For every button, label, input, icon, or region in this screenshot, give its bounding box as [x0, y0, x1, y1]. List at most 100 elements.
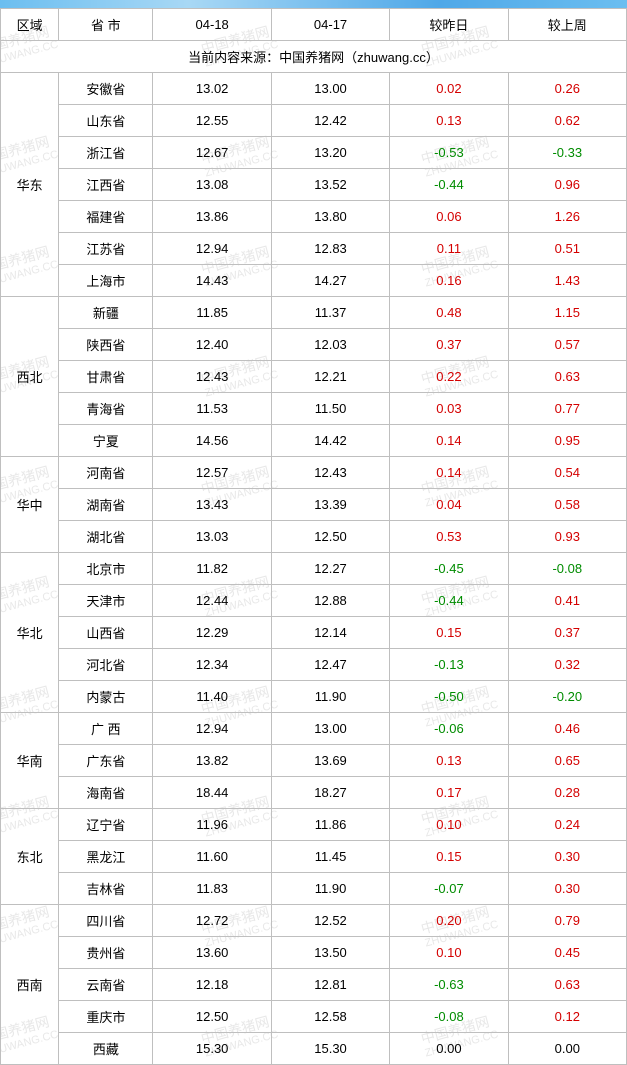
province-cell: 河北省 — [59, 649, 153, 681]
value-date2: 13.39 — [271, 489, 389, 521]
province-cell: 江苏省 — [59, 233, 153, 265]
delta-yesterday: 0.13 — [390, 105, 508, 137]
value-date1: 12.55 — [153, 105, 271, 137]
value-date2: 13.00 — [271, 713, 389, 745]
delta-yesterday: -0.08 — [390, 1001, 508, 1033]
value-date2: 11.90 — [271, 873, 389, 905]
delta-yesterday: -0.13 — [390, 649, 508, 681]
delta-lastweek: 0.62 — [508, 105, 626, 137]
province-cell: 广东省 — [59, 745, 153, 777]
province-cell: 云南省 — [59, 969, 153, 1001]
delta-yesterday: 0.16 — [390, 265, 508, 297]
region-cell: 华东 — [1, 73, 59, 297]
province-cell: 宁夏 — [59, 425, 153, 457]
value-date1: 12.57 — [153, 457, 271, 489]
value-date2: 13.50 — [271, 937, 389, 969]
value-date2: 12.52 — [271, 905, 389, 937]
region-cell: 西南 — [1, 905, 59, 1065]
delta-lastweek: 1.15 — [508, 297, 626, 329]
province-cell: 青海省 — [59, 393, 153, 425]
value-date2: 12.83 — [271, 233, 389, 265]
value-date2: 18.27 — [271, 777, 389, 809]
value-date2: 13.80 — [271, 201, 389, 233]
delta-yesterday: 0.17 — [390, 777, 508, 809]
value-date1: 12.18 — [153, 969, 271, 1001]
delta-yesterday: -0.44 — [390, 169, 508, 201]
table-row: 贵州省13.6013.500.100.45 — [1, 937, 627, 969]
table-row: 江西省13.0813.52-0.440.96 — [1, 169, 627, 201]
delta-lastweek: 0.24 — [508, 809, 626, 841]
table-row: 江苏省12.9412.830.110.51 — [1, 233, 627, 265]
value-date1: 13.08 — [153, 169, 271, 201]
value-date2: 13.69 — [271, 745, 389, 777]
value-date2: 12.58 — [271, 1001, 389, 1033]
value-date2: 12.42 — [271, 105, 389, 137]
delta-lastweek: 0.65 — [508, 745, 626, 777]
price-table: 区域 省 市 04-18 04-17 较昨日 较上周 当前内容来源：中国养猪网（… — [0, 8, 627, 1065]
value-date1: 13.02 — [153, 73, 271, 105]
value-date1: 12.94 — [153, 713, 271, 745]
table-row: 重庆市12.5012.58-0.080.12 — [1, 1001, 627, 1033]
delta-lastweek: 0.00 — [508, 1033, 626, 1065]
value-date1: 11.83 — [153, 873, 271, 905]
delta-lastweek: 0.46 — [508, 713, 626, 745]
value-date2: 11.45 — [271, 841, 389, 873]
value-date2: 15.30 — [271, 1033, 389, 1065]
table-row: 陕西省12.4012.030.370.57 — [1, 329, 627, 361]
province-cell: 海南省 — [59, 777, 153, 809]
delta-lastweek: 0.93 — [508, 521, 626, 553]
table-row: 湖南省13.4313.390.040.58 — [1, 489, 627, 521]
province-cell: 山西省 — [59, 617, 153, 649]
delta-yesterday: 0.00 — [390, 1033, 508, 1065]
delta-lastweek: 0.79 — [508, 905, 626, 937]
delta-yesterday: 0.10 — [390, 937, 508, 969]
value-date1: 12.29 — [153, 617, 271, 649]
region-cell: 华中 — [1, 457, 59, 553]
value-date2: 12.21 — [271, 361, 389, 393]
delta-lastweek: 0.96 — [508, 169, 626, 201]
delta-yesterday: 0.37 — [390, 329, 508, 361]
province-cell: 江西省 — [59, 169, 153, 201]
delta-lastweek: 0.51 — [508, 233, 626, 265]
delta-lastweek: -0.33 — [508, 137, 626, 169]
province-cell: 上海市 — [59, 265, 153, 297]
value-date1: 11.53 — [153, 393, 271, 425]
province-cell: 四川省 — [59, 905, 153, 937]
value-date1: 14.43 — [153, 265, 271, 297]
delta-lastweek: 0.63 — [508, 361, 626, 393]
delta-yesterday: 0.53 — [390, 521, 508, 553]
table-row: 东北辽宁省11.9611.860.100.24 — [1, 809, 627, 841]
delta-yesterday: 0.06 — [390, 201, 508, 233]
value-date2: 12.03 — [271, 329, 389, 361]
table-row: 云南省12.1812.81-0.630.63 — [1, 969, 627, 1001]
region-cell: 华南 — [1, 713, 59, 809]
value-date1: 11.82 — [153, 553, 271, 585]
province-cell: 山东省 — [59, 105, 153, 137]
table-row: 山西省12.2912.140.150.37 — [1, 617, 627, 649]
delta-yesterday: -0.63 — [390, 969, 508, 1001]
delta-yesterday: -0.50 — [390, 681, 508, 713]
province-cell: 黑龙江 — [59, 841, 153, 873]
table-row: 西南四川省12.7212.520.200.79 — [1, 905, 627, 937]
table-row: 河北省12.3412.47-0.130.32 — [1, 649, 627, 681]
value-date1: 12.94 — [153, 233, 271, 265]
province-cell: 内蒙古 — [59, 681, 153, 713]
delta-lastweek: 1.26 — [508, 201, 626, 233]
delta-yesterday: 0.15 — [390, 617, 508, 649]
value-date2: 12.43 — [271, 457, 389, 489]
header-date2: 04-17 — [271, 9, 389, 41]
value-date1: 13.86 — [153, 201, 271, 233]
table-row: 西北新疆11.8511.370.481.15 — [1, 297, 627, 329]
value-date1: 12.40 — [153, 329, 271, 361]
delta-yesterday: 0.15 — [390, 841, 508, 873]
province-cell: 北京市 — [59, 553, 153, 585]
header-province: 省 市 — [59, 9, 153, 41]
value-date2: 12.14 — [271, 617, 389, 649]
value-date2: 12.88 — [271, 585, 389, 617]
delta-lastweek: 0.95 — [508, 425, 626, 457]
table-row: 华南广 西12.9413.00-0.060.46 — [1, 713, 627, 745]
value-date1: 15.30 — [153, 1033, 271, 1065]
region-cell: 东北 — [1, 809, 59, 905]
value-date2: 11.50 — [271, 393, 389, 425]
header-region: 区域 — [1, 9, 59, 41]
